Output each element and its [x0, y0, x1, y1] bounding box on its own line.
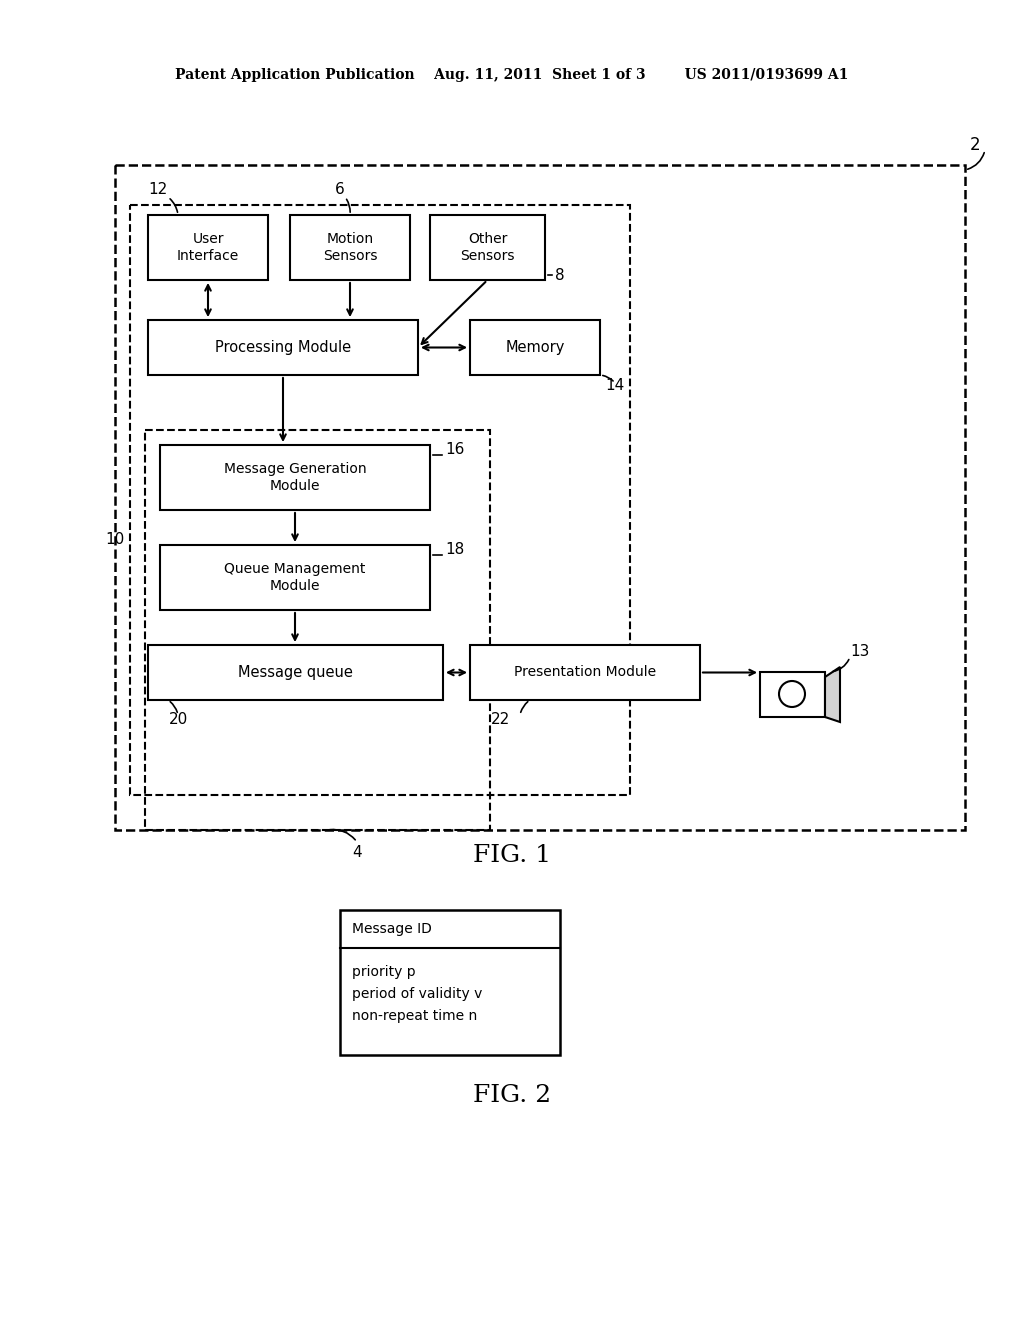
Text: 8: 8: [555, 268, 565, 282]
Text: FIG. 2: FIG. 2: [473, 1084, 551, 1106]
FancyBboxPatch shape: [148, 645, 443, 700]
Text: priority p: priority p: [352, 965, 416, 979]
FancyBboxPatch shape: [148, 215, 268, 280]
FancyBboxPatch shape: [430, 215, 545, 280]
FancyBboxPatch shape: [160, 445, 430, 510]
Text: period of validity v: period of validity v: [352, 987, 482, 1001]
Text: 20: 20: [168, 713, 187, 727]
Text: FIG. 1: FIG. 1: [473, 843, 551, 866]
Text: 12: 12: [148, 182, 168, 198]
Text: Message ID: Message ID: [352, 921, 432, 936]
FancyBboxPatch shape: [148, 319, 418, 375]
FancyBboxPatch shape: [470, 645, 700, 700]
Text: Processing Module: Processing Module: [215, 341, 351, 355]
Text: User
Interface: User Interface: [177, 232, 240, 263]
Text: 14: 14: [605, 378, 625, 392]
Text: 18: 18: [445, 543, 464, 557]
Text: Other
Sensors: Other Sensors: [460, 232, 515, 263]
Text: Motion
Sensors: Motion Sensors: [323, 232, 377, 263]
FancyBboxPatch shape: [470, 319, 600, 375]
Polygon shape: [825, 667, 840, 722]
Text: Queue Management
Module: Queue Management Module: [224, 562, 366, 593]
FancyBboxPatch shape: [290, 215, 410, 280]
Text: Patent Application Publication    Aug. 11, 2011  Sheet 1 of 3        US 2011/019: Patent Application Publication Aug. 11, …: [175, 69, 849, 82]
Bar: [145, 430, 490, 830]
Text: Memory: Memory: [505, 341, 564, 355]
Text: 22: 22: [490, 713, 510, 727]
Text: 4: 4: [352, 845, 361, 861]
Bar: [130, 205, 630, 795]
Bar: [115, 165, 965, 830]
Text: Message queue: Message queue: [238, 665, 353, 680]
Text: Message Generation
Module: Message Generation Module: [223, 462, 367, 492]
Text: 13: 13: [850, 644, 869, 660]
Text: 16: 16: [445, 442, 464, 458]
Text: 10: 10: [105, 532, 125, 548]
Text: 2: 2: [970, 136, 981, 154]
Text: non-repeat time n: non-repeat time n: [352, 1008, 477, 1023]
Text: 6: 6: [335, 182, 345, 198]
FancyBboxPatch shape: [340, 909, 560, 1055]
FancyBboxPatch shape: [760, 672, 825, 717]
FancyBboxPatch shape: [160, 545, 430, 610]
Text: Presentation Module: Presentation Module: [514, 665, 656, 680]
